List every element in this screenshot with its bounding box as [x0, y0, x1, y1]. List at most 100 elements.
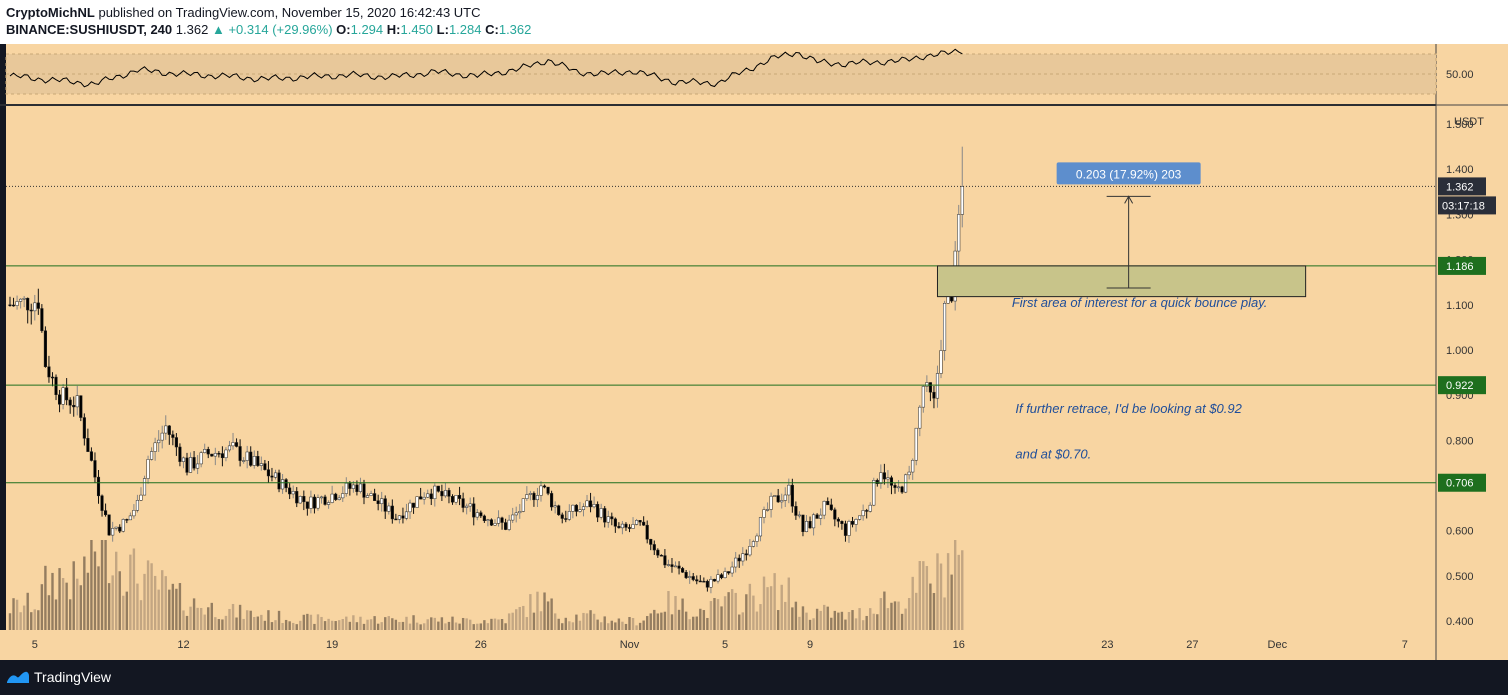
candle [734, 557, 738, 568]
candle [875, 480, 879, 484]
volume-bar [929, 583, 932, 630]
volume-bar [791, 607, 794, 630]
candle [896, 486, 901, 489]
annotation-text-3[interactable]: and at $0.70. [1015, 446, 1091, 461]
candle [755, 535, 759, 542]
interest-zone[interactable] [936, 265, 1307, 298]
candle [797, 514, 801, 517]
candle [273, 472, 278, 478]
volume-bar [136, 583, 139, 630]
volume-bar [922, 561, 925, 630]
x-tick-label: 5 [722, 639, 728, 651]
price-axis[interactable] [1436, 44, 1508, 630]
candle [822, 500, 826, 516]
symbol-label[interactable]: BINANCE:SUSHIUSDT, 240 [6, 22, 173, 37]
candle [8, 304, 12, 307]
volume-bar [157, 589, 160, 630]
volume-bar [175, 588, 178, 630]
candle [762, 509, 766, 518]
candle [383, 498, 387, 512]
author-name[interactable]: CryptoMichNL [6, 5, 95, 20]
candle [281, 479, 285, 490]
candle [900, 486, 904, 493]
price-pane[interactable] [6, 106, 1436, 630]
volume-bar [748, 583, 752, 630]
candle [252, 456, 256, 466]
volume-bar [469, 619, 472, 630]
candle [666, 564, 670, 566]
volume-bar [313, 623, 316, 630]
volume-bar [100, 540, 104, 630]
volume-bar [847, 611, 851, 630]
volume-bar [653, 609, 656, 630]
x-tick-label: 16 [953, 639, 965, 651]
volume-bar [635, 625, 638, 630]
candle [617, 526, 621, 529]
volume-bar [684, 611, 688, 630]
volume-bar [398, 622, 401, 630]
candle [613, 518, 617, 527]
candle [344, 482, 348, 494]
candle [528, 493, 532, 495]
tradingview-logo-icon[interactable] [6, 669, 30, 685]
volume-bar [741, 612, 744, 630]
candle [861, 510, 865, 517]
candle [475, 512, 479, 518]
candle [631, 524, 635, 529]
volume-bar [759, 604, 762, 630]
volume-bar [553, 613, 557, 630]
candle [196, 463, 200, 469]
x-tick-label: Dec [1268, 639, 1288, 651]
candle [167, 425, 171, 435]
x-tick-label: 9 [807, 639, 813, 651]
candle [380, 498, 384, 505]
volume-bar [720, 606, 723, 630]
measure-label-bg [1056, 162, 1201, 185]
tradingview-brand[interactable]: TradingView [34, 669, 112, 685]
candle [882, 472, 886, 480]
candle [121, 519, 125, 532]
volume-bar [104, 540, 107, 630]
candle [812, 514, 816, 529]
volume-bar [338, 620, 341, 630]
candle [263, 463, 267, 470]
candle [624, 523, 628, 528]
candle [620, 523, 624, 529]
candle [305, 501, 309, 509]
candle [259, 463, 263, 466]
volume-bar [677, 609, 681, 630]
volume-bar [54, 599, 58, 630]
price-change: +0.314 (+29.96%) [228, 22, 333, 37]
volume-bar [30, 612, 33, 630]
volume-bar [564, 617, 567, 630]
candle [889, 477, 894, 486]
candle [107, 514, 111, 536]
candle [486, 519, 490, 521]
candle [43, 330, 47, 367]
candle [68, 399, 72, 406]
volume-bar [493, 618, 497, 630]
high-value: 1.450 [400, 22, 434, 37]
volume-bar [274, 620, 277, 630]
time-axis[interactable] [0, 630, 1508, 660]
annotation-text-1[interactable]: First area of interest for a quick bounc… [1012, 295, 1268, 310]
candle [730, 566, 734, 574]
volume-bar [890, 602, 893, 630]
annotation-text-2[interactable]: If further retrace, I'd be looking at $0… [1015, 401, 1242, 416]
chart-header: CryptoMichNL published on TradingView.co… [0, 0, 1508, 44]
candle [433, 485, 437, 500]
price-chart[interactable]: 50.00USDT1.5001.4001.3001.2001.1001.0000… [0, 44, 1508, 660]
volume-bar [76, 578, 79, 630]
candle [419, 496, 423, 500]
volume-bar [44, 565, 47, 630]
candle [11, 304, 16, 307]
candle [921, 386, 925, 408]
volume-bar [348, 621, 352, 630]
volume-bar [805, 612, 808, 630]
volume-bar [454, 622, 458, 630]
close-label: C: [485, 22, 499, 37]
volume-bar [107, 583, 111, 630]
candle [645, 524, 649, 540]
volume-bar [199, 607, 203, 630]
candle [181, 457, 186, 462]
